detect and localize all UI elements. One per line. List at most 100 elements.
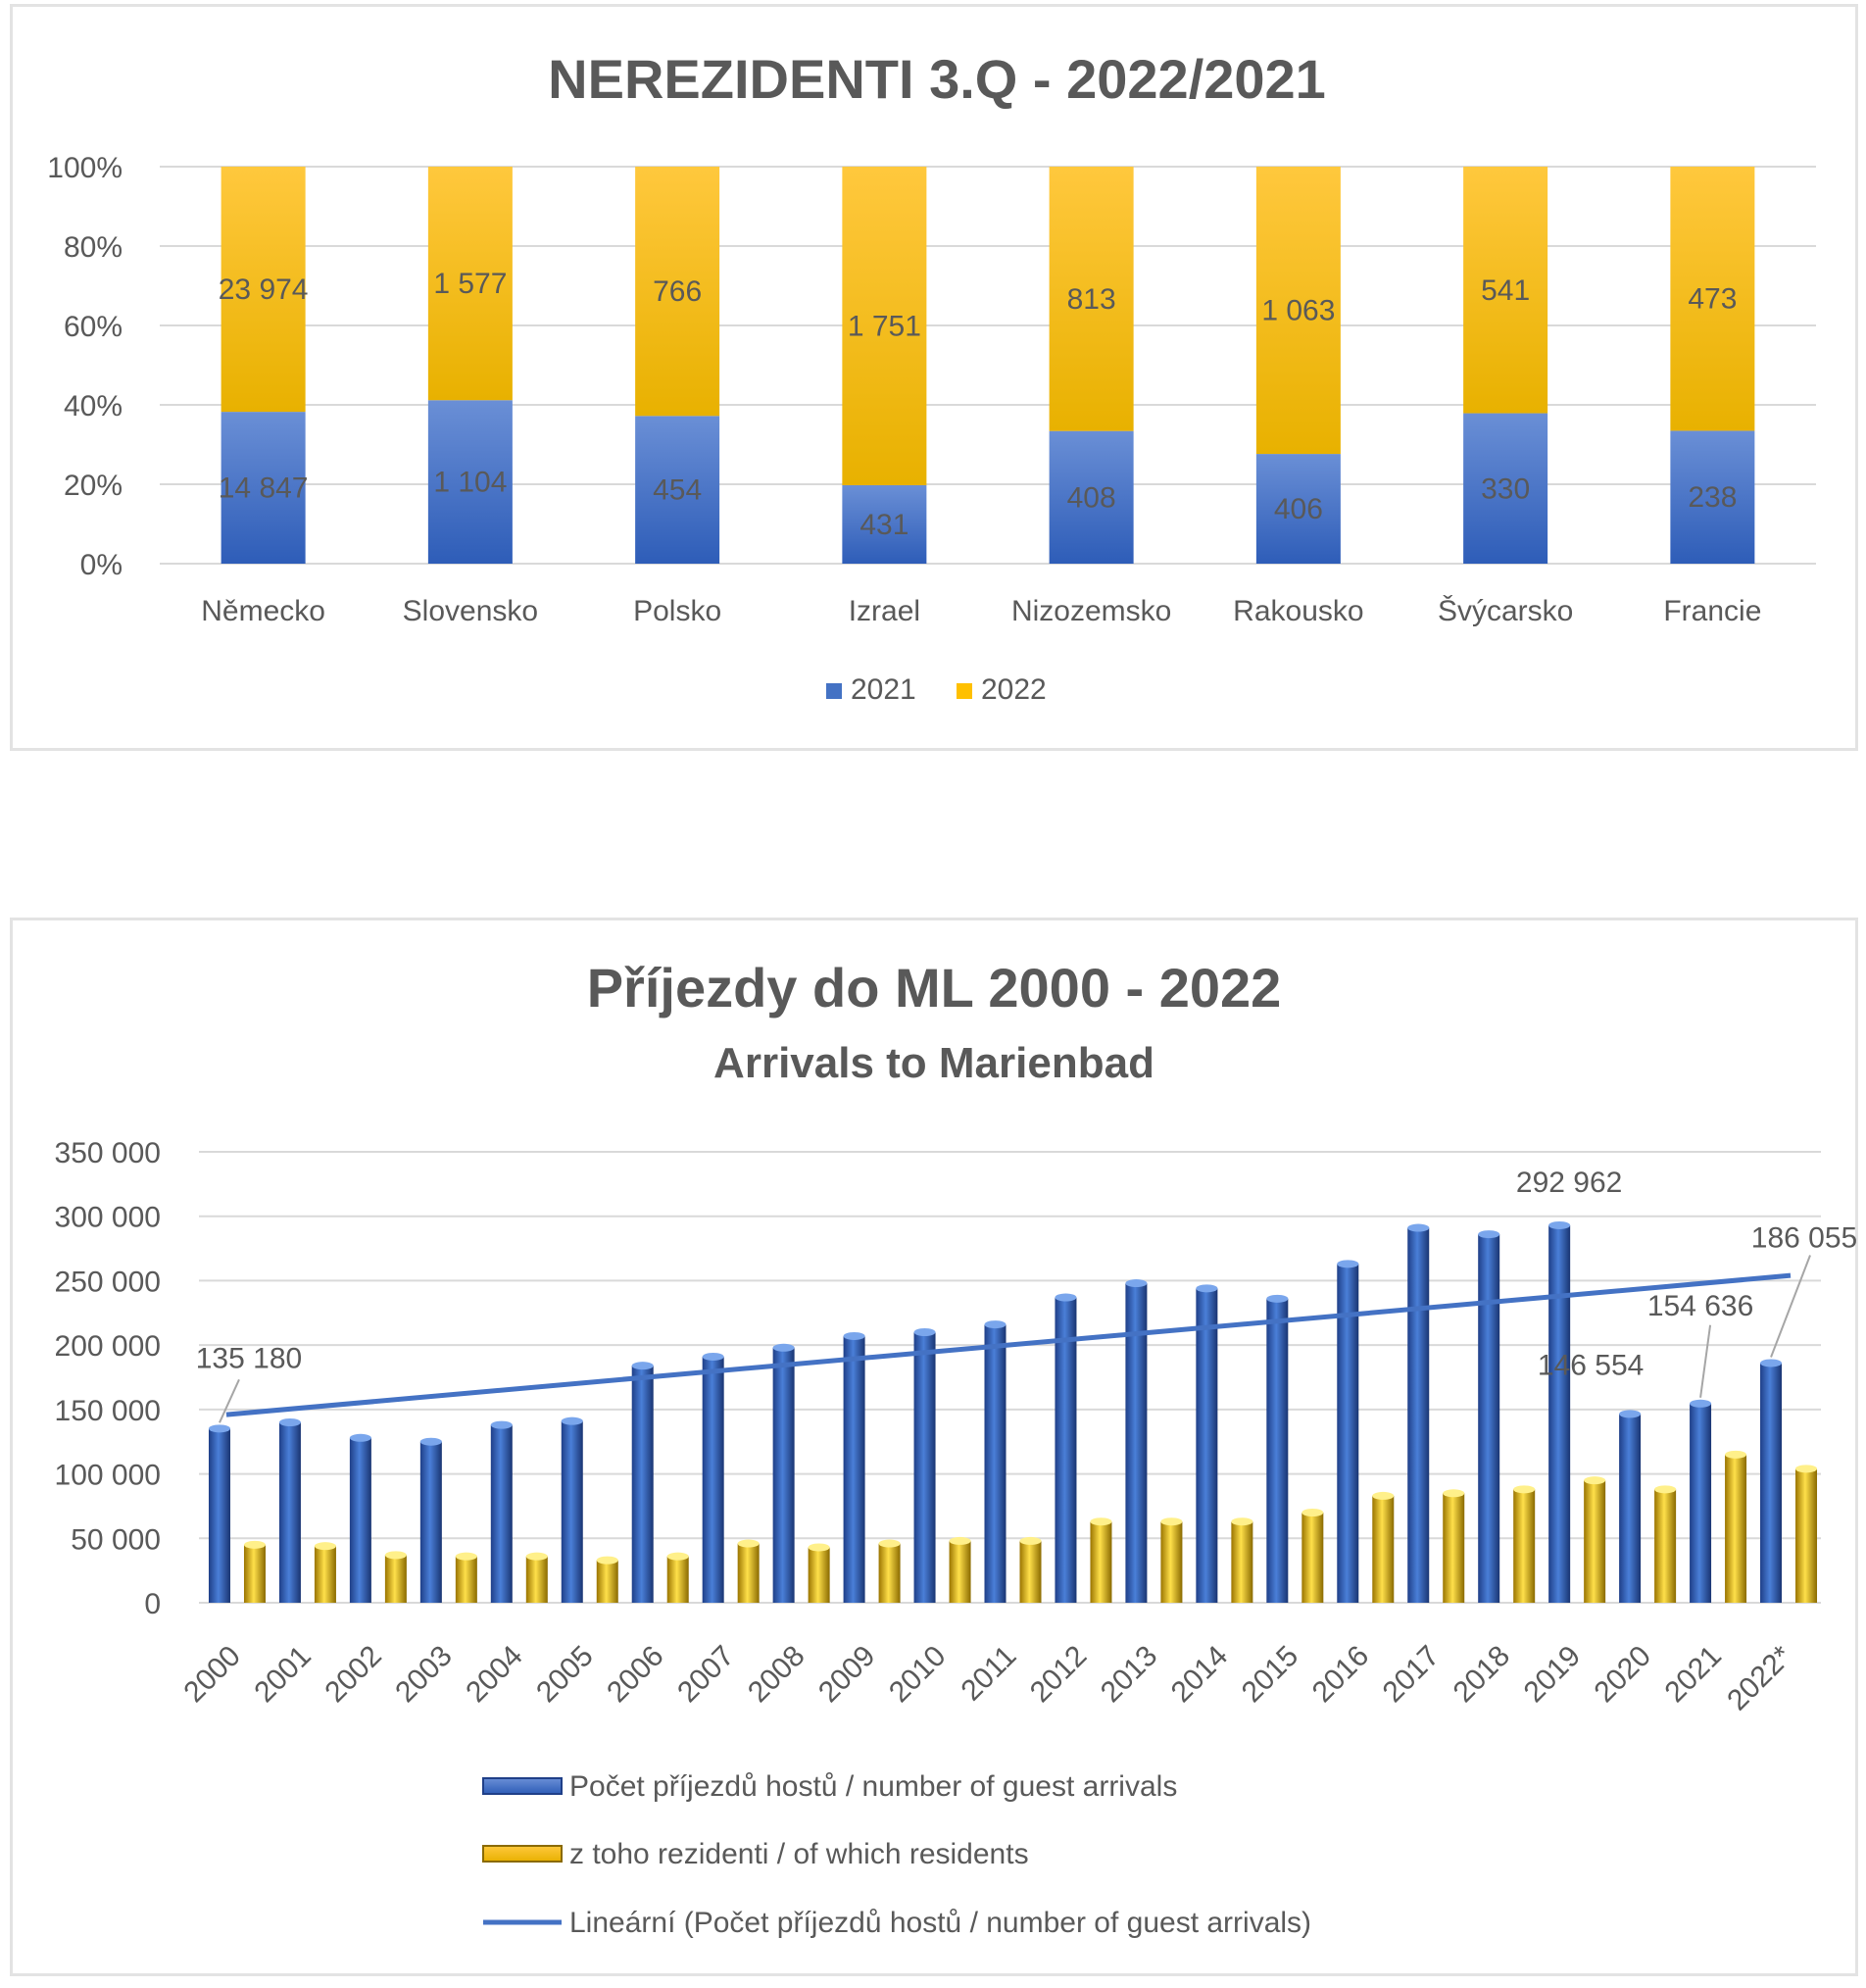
chart-title: NEREZIDENTI 3.Q - 2022/2021 bbox=[548, 48, 1326, 110]
bar-top bbox=[1160, 1517, 1183, 1526]
x-tick-label: 2007 bbox=[671, 1640, 741, 1710]
bar-arrivals-2007 bbox=[702, 1356, 724, 1603]
data-label-2022: 766 bbox=[653, 275, 702, 308]
bar-top bbox=[913, 1328, 936, 1336]
x-tick-label: Izrael bbox=[849, 595, 920, 627]
chart-subtitle: Arrivals to Marienbad bbox=[713, 1039, 1154, 1087]
x-tick-label: 2002 bbox=[319, 1640, 388, 1710]
stacked-percent-bar-chart: NEREZIDENTI 3.Q - 2022/2021 0% 20% 40% 60% 80… bbox=[47, 48, 1816, 706]
x-tick-label: Švýcarsko bbox=[1438, 594, 1573, 627]
bar-top bbox=[1690, 1399, 1712, 1408]
bar-top bbox=[1725, 1450, 1747, 1459]
bar-2022-polsko bbox=[635, 167, 720, 417]
bar-arrivals-2000 bbox=[208, 1428, 230, 1603]
x-tick-label: 2011 bbox=[955, 1640, 1022, 1708]
bar-arrivals-2002 bbox=[349, 1437, 371, 1603]
data-label-2021: 431 bbox=[859, 509, 908, 541]
bar-arrivals-2019 bbox=[1548, 1224, 1571, 1603]
bar-2021-v-carsko bbox=[1463, 413, 1548, 564]
legend-swatch-2021 bbox=[826, 683, 842, 699]
bar-2021-izrael bbox=[842, 485, 927, 564]
x-tick-label: 2004 bbox=[460, 1640, 529, 1710]
arrivals-bar-chart: Příjezdy do ML 2000 - 2022 Arrivals to Ma… bbox=[55, 957, 1858, 1939]
bar-residents-2021 bbox=[1725, 1454, 1747, 1603]
x-tick-label: Slovensko bbox=[403, 595, 538, 627]
x-tick-label: Francie bbox=[1663, 595, 1761, 627]
trendline bbox=[225, 1272, 1792, 1417]
bar-residents-2014 bbox=[1231, 1521, 1253, 1603]
bar-arrivals-2011 bbox=[984, 1324, 1007, 1603]
x-tick-label: 2013 bbox=[1095, 1640, 1164, 1710]
x-tick-label: 2019 bbox=[1518, 1640, 1588, 1710]
bar-2022-francie bbox=[1670, 167, 1755, 431]
bar-top bbox=[772, 1343, 795, 1352]
bar-arrivals-2021 bbox=[1690, 1403, 1712, 1603]
y-tick-label: 250 000 bbox=[55, 1266, 161, 1298]
annotation-label: 154 636 bbox=[1647, 1290, 1753, 1322]
legend-swatch-arrivals bbox=[482, 1777, 563, 1795]
bar-residents-2011 bbox=[1019, 1540, 1042, 1603]
bar-residents-2017 bbox=[1443, 1493, 1465, 1603]
bar-top bbox=[384, 1551, 407, 1560]
bar-top bbox=[1407, 1223, 1430, 1232]
legend-label-2021: 2021 bbox=[851, 673, 916, 706]
y-tick-label: 300 000 bbox=[55, 1202, 161, 1234]
bar-arrivals-2006 bbox=[631, 1366, 654, 1603]
bar-top bbox=[1231, 1517, 1253, 1526]
bar-arrivals-2016 bbox=[1337, 1264, 1359, 1603]
bar-top bbox=[419, 1437, 442, 1446]
bar-top bbox=[1513, 1485, 1536, 1494]
y-tick-label: 150 000 bbox=[55, 1395, 161, 1427]
annotation-label: 146 554 bbox=[1538, 1349, 1644, 1381]
x-tick-label: 2005 bbox=[530, 1640, 600, 1710]
annotation-label: 292 962 bbox=[1516, 1167, 1622, 1199]
data-label-2021: 408 bbox=[1067, 481, 1116, 514]
x-tick-label: 2000 bbox=[177, 1640, 247, 1710]
bar-top bbox=[1478, 1230, 1500, 1239]
bar-2022-v-carsko bbox=[1463, 167, 1548, 414]
data-label-2022: 541 bbox=[1481, 274, 1530, 307]
x-tick-label: 2014 bbox=[1165, 1640, 1235, 1710]
x-tick-label: 2010 bbox=[883, 1640, 953, 1710]
bar-residents-2008 bbox=[808, 1547, 830, 1603]
bar-residents-2019 bbox=[1584, 1480, 1606, 1603]
arrivals-chart-panel: Příjezdy do ML 2000 - 2022 Arrivals to Ma… bbox=[10, 918, 1858, 1976]
bar-top bbox=[737, 1539, 760, 1548]
x-tick-label: Nizozemsko bbox=[1011, 595, 1171, 627]
bar-residents-2004 bbox=[525, 1556, 548, 1603]
y-tick-label: 0% bbox=[80, 549, 123, 581]
bar-top bbox=[702, 1352, 724, 1361]
bar-arrivals-2014 bbox=[1196, 1288, 1218, 1603]
legend-label-arrivals: Počet příjezdů hostů / number of guest a… bbox=[569, 1770, 1177, 1803]
bar-top bbox=[1055, 1293, 1077, 1302]
bar-2022-rakousko bbox=[1255, 167, 1341, 455]
bar-top bbox=[1548, 1220, 1571, 1229]
legend-label-residents: z toho rezidenti / of which residents bbox=[569, 1838, 1029, 1870]
bar-arrivals-2018 bbox=[1478, 1234, 1500, 1603]
legend-label-2022: 2022 bbox=[981, 673, 1047, 706]
bar-top bbox=[1125, 1279, 1148, 1288]
bar-top bbox=[1372, 1491, 1395, 1500]
bar-top bbox=[1337, 1260, 1359, 1268]
bar-top bbox=[1196, 1284, 1218, 1293]
bar-top bbox=[843, 1331, 865, 1340]
bar-2021-polsko bbox=[635, 416, 720, 564]
data-label-2021: 238 bbox=[1688, 481, 1737, 514]
leader-line bbox=[1699, 1324, 1712, 1398]
bar-residents-2009 bbox=[878, 1543, 901, 1603]
bar-top bbox=[525, 1552, 548, 1561]
y-tick-label: 200 000 bbox=[55, 1330, 161, 1363]
data-label-2021: 406 bbox=[1274, 493, 1323, 525]
x-tick-label: Rakousko bbox=[1233, 595, 1363, 627]
bar-residents-2020 bbox=[1654, 1489, 1677, 1603]
bar-top bbox=[1090, 1517, 1112, 1526]
bar-top bbox=[631, 1362, 654, 1370]
x-tick-label: 2016 bbox=[1306, 1640, 1376, 1710]
bar-arrivals-2017 bbox=[1407, 1227, 1430, 1603]
x-tick-label: 2017 bbox=[1377, 1640, 1447, 1710]
data-label-2021: 14 847 bbox=[219, 472, 309, 505]
bar-top bbox=[1266, 1294, 1289, 1303]
bar-residents-2007 bbox=[737, 1543, 760, 1603]
x-tick-label: 2021 bbox=[1658, 1640, 1728, 1710]
bar-2021-rakousko bbox=[1255, 454, 1341, 564]
